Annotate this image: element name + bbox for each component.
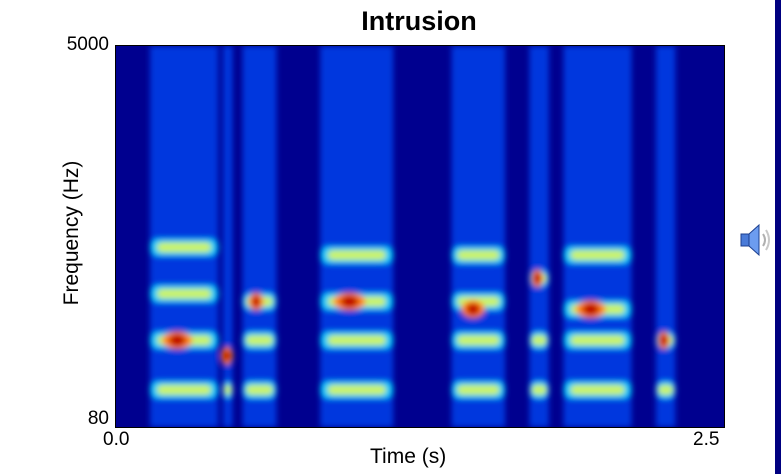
chart-title: Intrusion — [361, 6, 477, 36]
energy-peak-core-3 — [340, 295, 359, 308]
formant-core-2-1 — [245, 335, 274, 346]
energy-peak-core-0 — [169, 334, 186, 347]
speech-segment-1 — [223, 46, 233, 427]
energy-peak-core-7 — [659, 334, 668, 347]
formant-core-3-3 — [327, 250, 386, 261]
y-tick-min: 80 — [87, 408, 109, 429]
formant-core-4-1 — [456, 335, 500, 346]
speech-segment-6 — [563, 46, 632, 427]
y-axis-label: Frequency (Hz) — [60, 160, 83, 306]
formant-core-0-3 — [156, 242, 212, 253]
formant-core-0-0 — [156, 384, 212, 395]
formant-core-5-0 — [531, 384, 547, 395]
energy-peak-core-5 — [533, 272, 542, 285]
formant-core-6-0 — [570, 384, 625, 395]
formant-core-7-0 — [657, 384, 674, 395]
formant-core-5-1 — [531, 335, 547, 346]
speech-segment-0 — [150, 46, 219, 427]
energy-peak-core-1 — [222, 349, 231, 362]
formant-core-1-0 — [223, 384, 232, 395]
formant-core-6-3 — [570, 250, 625, 261]
formant-core-3-1 — [327, 335, 386, 346]
formant-core-4-3 — [456, 250, 500, 261]
speech-segment-2 — [242, 46, 277, 427]
energy-peak-core-4 — [466, 303, 480, 316]
speech-segment-4 — [451, 46, 506, 427]
x-tick-max: 2.5 — [693, 429, 720, 450]
energy-peak-core-2 — [251, 295, 261, 308]
speaker-icon[interactable] — [738, 220, 775, 260]
formant-core-2-0 — [245, 384, 274, 395]
formant-core-0-2 — [156, 288, 212, 299]
x-axis-label: Time (s) — [370, 445, 447, 468]
y-tick-max: 5000 — [66, 34, 109, 55]
formant-core-6-1 — [570, 335, 625, 346]
x-tick-min: 0.0 — [103, 429, 130, 450]
energy-peak-core-6 — [582, 303, 599, 316]
formant-core-4-0 — [456, 384, 500, 395]
formant-core-3-0 — [327, 384, 386, 395]
speech-segment-3 — [320, 46, 394, 427]
speech-segment-5 — [529, 46, 549, 427]
speech-segment-7 — [655, 46, 676, 427]
spectrogram-plot — [115, 45, 725, 428]
